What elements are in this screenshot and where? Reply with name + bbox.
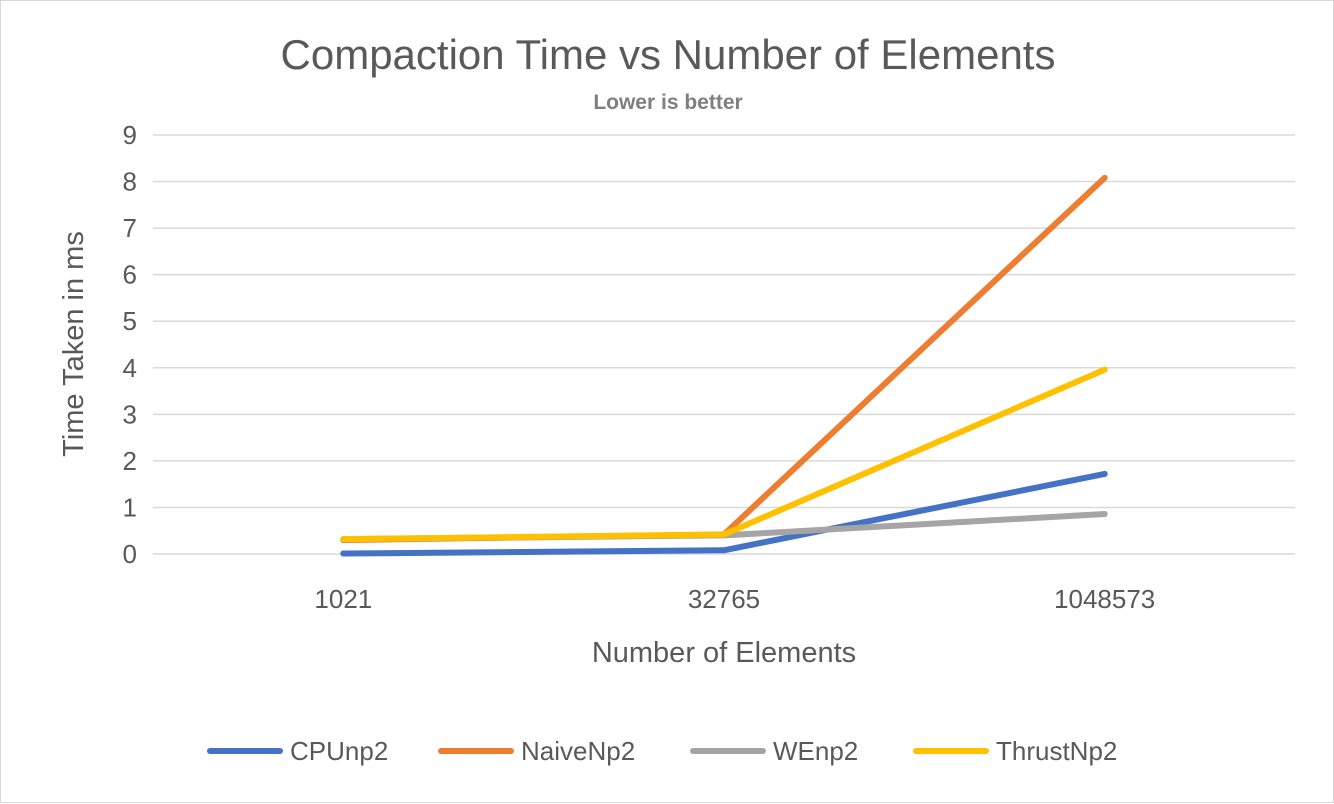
y-tick-label: 2	[123, 446, 137, 476]
y-axis-title: Time Taken in ms	[58, 231, 90, 457]
y-tick-label: 7	[123, 213, 137, 243]
y-tick-label: 0	[123, 539, 137, 569]
legend-label: CPUnp2	[290, 736, 388, 766]
series-lines	[340, 174, 1108, 557]
x-axis-title: Number of Elements	[592, 637, 856, 669]
legend: CPUnp2 NaiveNp2 WEnp2 ThrustNp2	[207, 736, 1117, 766]
y-tick-label: 4	[123, 353, 137, 383]
data-point	[1101, 366, 1108, 373]
data-point	[721, 547, 727, 554]
legend-label: ThrustNp2	[996, 736, 1117, 766]
y-tick-label: 6	[123, 260, 137, 290]
y-axis-ticks: 0 1 2 3 4 5 6 7 8 9	[123, 120, 137, 569]
series-line-thrustnp2	[340, 366, 1108, 543]
y-tick-label: 9	[123, 120, 137, 150]
y-tick-label: 1	[123, 492, 137, 522]
gridlines	[153, 134, 1295, 555]
legend-label: WEnp2	[773, 736, 858, 766]
y-tick-label: 5	[123, 306, 137, 336]
legend-label: NaiveNp2	[521, 736, 635, 766]
data-point	[1101, 174, 1108, 181]
data-point	[1101, 470, 1108, 477]
chart-subtitle: Lower is better	[593, 91, 743, 114]
data-point	[1101, 510, 1108, 517]
series-line-cpunp2	[340, 470, 1108, 557]
series-line-naivenp2	[340, 174, 1108, 544]
data-point	[721, 531, 727, 538]
y-tick-label: 3	[123, 399, 137, 429]
x-tick-label: 1048573	[1054, 584, 1155, 614]
chart-title: Compaction Time vs Number of Elements	[280, 31, 1056, 78]
data-point	[340, 536, 347, 543]
x-tick-label: 32765	[688, 584, 760, 614]
x-tick-label: 1021	[314, 584, 372, 614]
data-point	[340, 550, 347, 557]
y-tick-label: 8	[123, 167, 137, 197]
x-axis-ticks: 1021 32765 1048573	[314, 584, 1155, 614]
